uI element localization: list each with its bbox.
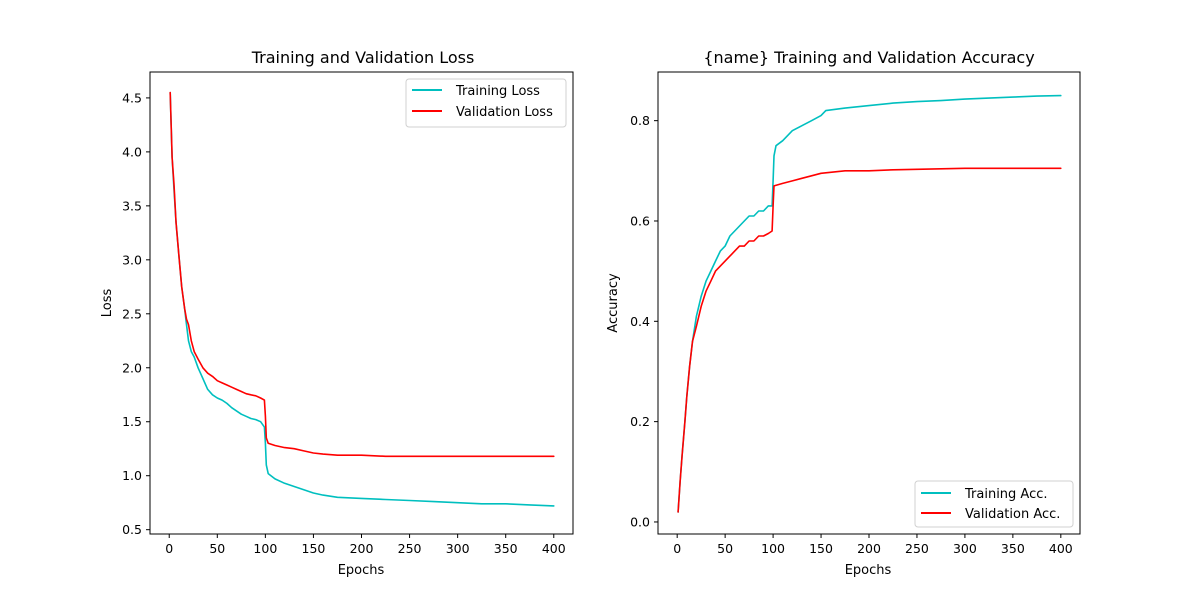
- loss-series-line-training: [169, 91, 555, 507]
- loss-ytick-label: 3.5: [122, 198, 142, 213]
- loss-legend-label-training: Training Loss: [455, 84, 540, 99]
- accuracy-xtick-label: 400: [1049, 541, 1073, 556]
- accuracy-chart-xticks: 0 50 100 150 200 250 300 350 400: [673, 534, 1073, 556]
- accuracy-ytick-label: 0.0: [630, 514, 650, 529]
- loss-xtick-label: 100: [253, 541, 277, 556]
- loss-xtick-label: 250: [398, 541, 422, 556]
- loss-chart-xlabel: Epochs: [338, 563, 385, 578]
- accuracy-xtick-label: 300: [953, 541, 977, 556]
- loss-chart-xticks: 0 50 100 150 200 250 300 350 400: [165, 534, 566, 556]
- loss-ytick-label: 1.5: [122, 414, 142, 429]
- loss-ytick-label: 4.0: [122, 144, 142, 159]
- loss-ytick-label: 3.0: [122, 252, 142, 267]
- loss-xtick-label: 50: [209, 541, 225, 556]
- accuracy-chart-ylabel: Accuracy: [606, 273, 621, 333]
- accuracy-ytick-label: 0.2: [630, 414, 650, 429]
- loss-series-line-validation: [169, 91, 555, 458]
- loss-chart-yticks: 0.5 1.0 1.5 2.0 2.5 3.0 3.5 4.0 4.5: [122, 90, 150, 537]
- loss-chart-ylabel: Loss: [100, 289, 115, 318]
- accuracy-ytick-label: 0.4: [630, 314, 650, 329]
- accuracy-xtick-label: 0: [673, 541, 681, 556]
- loss-ytick-label: 2.5: [122, 306, 142, 321]
- accuracy-legend-label-validation: Validation Acc.: [965, 507, 1060, 522]
- accuracy-xtick-label: 200: [857, 541, 881, 556]
- accuracy-chart-yticks: 0.0 0.2 0.4 0.6 0.8: [630, 113, 658, 529]
- accuracy-xtick-label: 350: [1001, 541, 1025, 556]
- accuracy-legend-label-training: Training Acc.: [964, 487, 1048, 502]
- accuracy-chart-frame: [657, 71, 1081, 535]
- loss-xtick-label: 350: [494, 541, 518, 556]
- loss-ytick-label: 2.0: [122, 360, 142, 375]
- loss-chart-marks: [169, 91, 555, 507]
- loss-xtick-label: 0: [165, 541, 173, 556]
- accuracy-chart-legend-box: [914, 480, 1074, 528]
- accuracy-ytick-label: 0.8: [630, 113, 650, 128]
- loss-legend-label-validation: Validation Loss: [456, 105, 553, 120]
- loss-chart: Training and Validation Loss 0 50 100 150 20…: [100, 48, 574, 578]
- accuracy-chart-marks: [677, 94, 1062, 513]
- loss-ytick-label: 1.0: [122, 468, 142, 483]
- loss-chart-legend: Training Loss Validation Loss: [405, 78, 567, 128]
- accuracy-series-line-training: [677, 94, 1062, 513]
- loss-xtick-label: 300: [446, 541, 470, 556]
- accuracy-xtick-label: 50: [717, 541, 733, 556]
- accuracy-xtick-label: 250: [905, 541, 929, 556]
- accuracy-series-line-validation: [677, 167, 1062, 513]
- accuracy-ytick-label: 0.6: [630, 213, 650, 228]
- loss-chart-title: Training and Validation Loss: [251, 48, 475, 67]
- loss-xtick-label: 200: [350, 541, 374, 556]
- accuracy-chart-xlabel: Epochs: [845, 563, 892, 578]
- accuracy-chart-title: {name} Training and Validation Accuracy: [703, 48, 1034, 67]
- loss-ytick-label: 4.5: [122, 90, 142, 105]
- loss-xtick-label: 150: [302, 541, 326, 556]
- accuracy-xtick-label: 150: [809, 541, 833, 556]
- accuracy-chart-legend: Training Acc. Validation Acc.: [914, 480, 1074, 528]
- loss-xtick-label: 400: [542, 541, 566, 556]
- loss-chart-frame: [149, 71, 574, 535]
- loss-ytick-label: 0.5: [122, 522, 142, 537]
- accuracy-chart: {name} Training and Validation Accuracy …: [606, 48, 1081, 578]
- loss-chart-legend-box: [405, 78, 567, 128]
- accuracy-xtick-label: 100: [761, 541, 785, 556]
